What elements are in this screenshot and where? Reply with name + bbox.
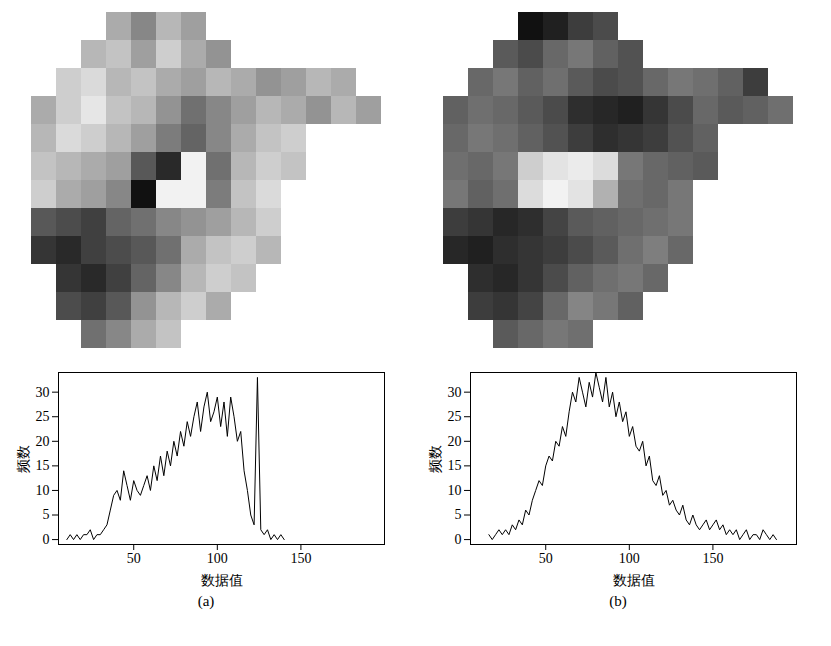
svg-text:150: 150 bbox=[702, 551, 723, 566]
html-text:(b): (b) bbox=[609, 593, 627, 609]
svg-text:15: 15 bbox=[448, 458, 462, 473]
svg-text:150: 150 bbox=[290, 551, 311, 566]
svg-text:30: 30 bbox=[36, 385, 50, 400]
svg-text:频数: 频数 bbox=[16, 445, 31, 473]
svg-text:25: 25 bbox=[36, 409, 50, 424]
svg-text:30: 30 bbox=[448, 385, 462, 400]
svg-text:5: 5 bbox=[43, 507, 50, 522]
svg-text:频数: 频数 bbox=[428, 445, 443, 473]
svg-text:10: 10 bbox=[36, 483, 50, 498]
svg-text:数据值: 数据值 bbox=[613, 573, 655, 588]
svg-text:25: 25 bbox=[448, 409, 462, 424]
svg-text:数据值: 数据值 bbox=[201, 573, 243, 588]
svg-text:20: 20 bbox=[36, 434, 50, 449]
svg-text:5: 5 bbox=[455, 507, 462, 522]
svg-text:100: 100 bbox=[619, 551, 640, 566]
svg-text:10: 10 bbox=[448, 483, 462, 498]
svg-text:50: 50 bbox=[539, 551, 553, 566]
svg-text:15: 15 bbox=[36, 458, 50, 473]
svg-text:50: 50 bbox=[127, 551, 141, 566]
svg-text:20: 20 bbox=[448, 434, 462, 449]
svg-text:0: 0 bbox=[43, 532, 50, 547]
svg-text:0: 0 bbox=[455, 532, 462, 547]
svg-text:100: 100 bbox=[207, 551, 228, 566]
html-text:(a): (a) bbox=[197, 593, 215, 609]
